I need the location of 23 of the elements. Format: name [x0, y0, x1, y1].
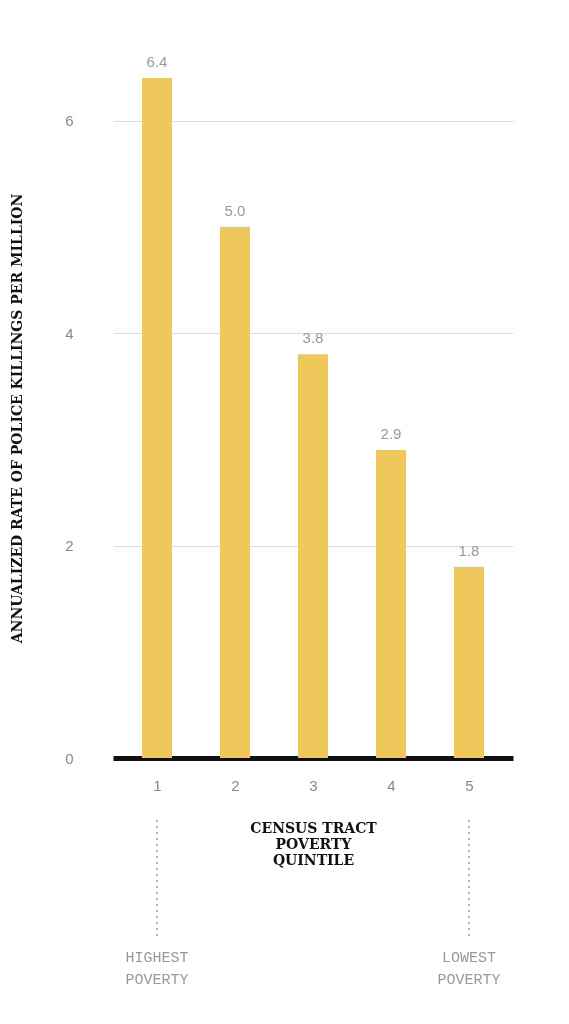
data-label: 6.4	[146, 53, 168, 70]
bar	[220, 226, 250, 758]
annotation: HIGHEST POVERTY	[125, 950, 189, 989]
x-tick-label: 2	[231, 776, 240, 794]
bar	[142, 78, 172, 758]
x-tick-label: 1	[153, 776, 162, 794]
data-label: 3.8	[302, 329, 324, 347]
x-axis-title: CENSUS TRACT POVERTY QUINTILE	[250, 819, 378, 868]
bar	[298, 354, 328, 758]
bar	[376, 449, 406, 758]
y-tick-label: 6	[65, 112, 74, 129]
annotation: LOWEST POVERTY	[437, 950, 501, 989]
x-tick-label: 4	[387, 776, 396, 794]
y-tick-label: 0	[65, 749, 74, 767]
y-tick-label: 4	[65, 324, 74, 342]
data-label: 2.9	[380, 424, 402, 442]
y-tick-label: 2	[65, 537, 74, 554]
x-tick-label: 3	[309, 776, 318, 794]
x-tick-label: 5	[465, 776, 474, 794]
bar	[454, 566, 484, 758]
data-label: 5.0	[224, 201, 246, 219]
data-label: 1.8	[458, 541, 480, 559]
y-axis-title: ANNUALIZED RATE OF POLICE KILLINGS PER MILLION	[9, 193, 26, 645]
